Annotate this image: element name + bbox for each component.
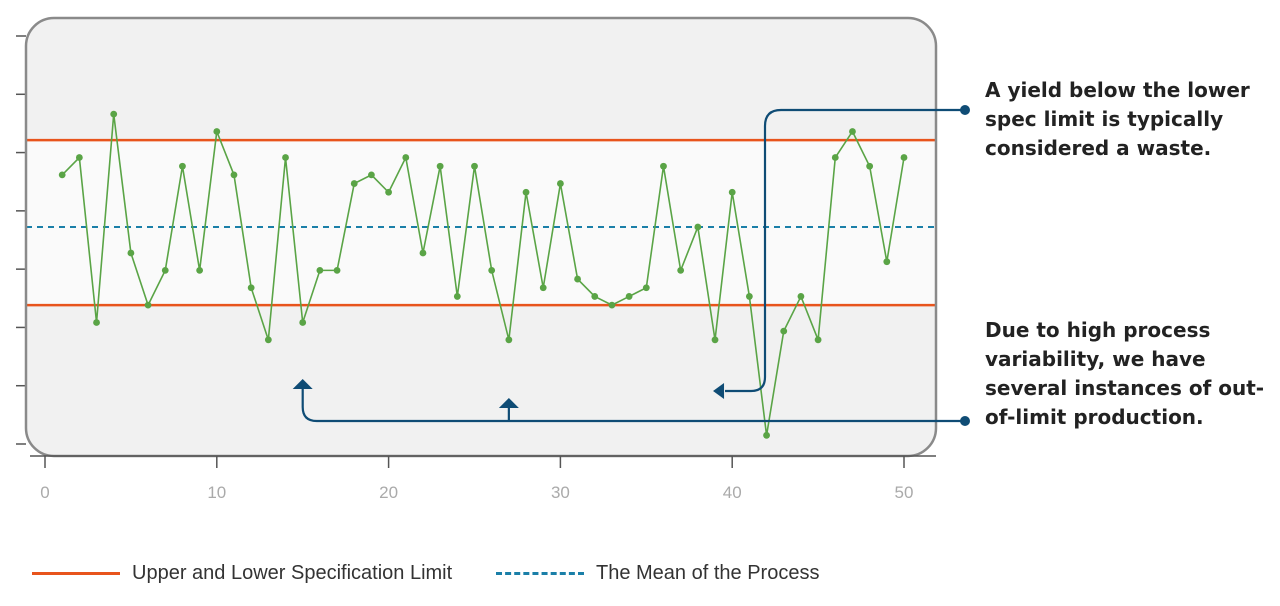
data-point bbox=[299, 319, 307, 326]
data-point bbox=[814, 336, 822, 344]
data-point bbox=[161, 266, 169, 274]
data-point bbox=[557, 180, 564, 187]
x-tick-label: 20 bbox=[379, 483, 398, 502]
data-point bbox=[677, 266, 685, 274]
variability-arrow-2 bbox=[498, 398, 519, 408]
variability-arrow-1 bbox=[292, 379, 313, 389]
data-point bbox=[179, 162, 186, 170]
data-point bbox=[110, 110, 118, 118]
data-point bbox=[900, 154, 908, 161]
spec-band bbox=[26, 140, 936, 306]
data-point bbox=[642, 284, 650, 292]
legend-item-spec-limit: Upper and Lower Specification Limit bbox=[32, 558, 452, 588]
spec-limit-swatch bbox=[32, 571, 120, 575]
variability-connector bbox=[301, 388, 965, 423]
data-point bbox=[745, 293, 753, 300]
data-point bbox=[728, 188, 736, 196]
waste-connector bbox=[725, 108, 965, 393]
legend-item-mean: The Mean of the Process bbox=[496, 558, 819, 588]
data-point bbox=[333, 266, 341, 274]
data-point bbox=[831, 154, 839, 161]
data-point bbox=[282, 154, 289, 161]
data-point bbox=[213, 128, 221, 135]
data-point bbox=[625, 293, 633, 300]
series-group bbox=[58, 110, 908, 439]
data-point bbox=[488, 266, 496, 274]
data-point bbox=[694, 223, 702, 231]
data-point bbox=[247, 284, 255, 292]
x-tick-label: 0 bbox=[40, 483, 49, 502]
data-point bbox=[385, 188, 392, 196]
data-point bbox=[849, 128, 856, 135]
legend-label-spec-limit: Upper and Lower Specification Limit bbox=[132, 561, 453, 584]
data-point bbox=[522, 188, 530, 196]
data-point bbox=[883, 258, 891, 266]
waste-arrow bbox=[713, 383, 725, 399]
x-tick-label: 10 bbox=[207, 483, 226, 502]
data-point bbox=[230, 171, 238, 179]
data-point bbox=[471, 162, 478, 170]
data-point bbox=[505, 336, 513, 344]
variability-connector-dot bbox=[960, 416, 970, 426]
data-point bbox=[419, 249, 427, 257]
data-point bbox=[711, 336, 719, 344]
data-point bbox=[368, 171, 375, 179]
data-point bbox=[402, 154, 410, 161]
x-tick-label: 50 bbox=[895, 483, 914, 502]
data-point bbox=[350, 180, 358, 187]
data-point bbox=[797, 293, 805, 300]
data-point bbox=[591, 293, 599, 300]
x-tick-label: 30 bbox=[551, 483, 570, 502]
data-point bbox=[58, 171, 66, 179]
data-point bbox=[660, 162, 667, 170]
data-point bbox=[866, 162, 874, 170]
data-point bbox=[539, 284, 547, 292]
data-point bbox=[144, 301, 152, 309]
data-point bbox=[127, 249, 135, 257]
data-point bbox=[780, 327, 788, 335]
x-tick-label: 40 bbox=[723, 483, 742, 502]
data-point bbox=[453, 293, 461, 300]
data-point bbox=[264, 336, 272, 344]
waste-annotation: A yield below the lower spec limit is ty… bbox=[985, 78, 1250, 160]
data-point bbox=[316, 266, 324, 274]
data-point bbox=[763, 431, 770, 439]
variability-annotation: Due to high process variability, we have… bbox=[985, 318, 1265, 429]
data-point bbox=[436, 162, 444, 170]
mean-swatch bbox=[496, 571, 584, 575]
legend-label-mean: The Mean of the Process bbox=[596, 561, 820, 584]
data-point bbox=[93, 319, 100, 326]
series-line bbox=[61, 114, 905, 436]
data-point bbox=[574, 275, 581, 283]
waste-connector-dot bbox=[960, 105, 970, 115]
data-point bbox=[608, 301, 616, 309]
data-point bbox=[196, 266, 204, 274]
data-point bbox=[75, 154, 83, 161]
